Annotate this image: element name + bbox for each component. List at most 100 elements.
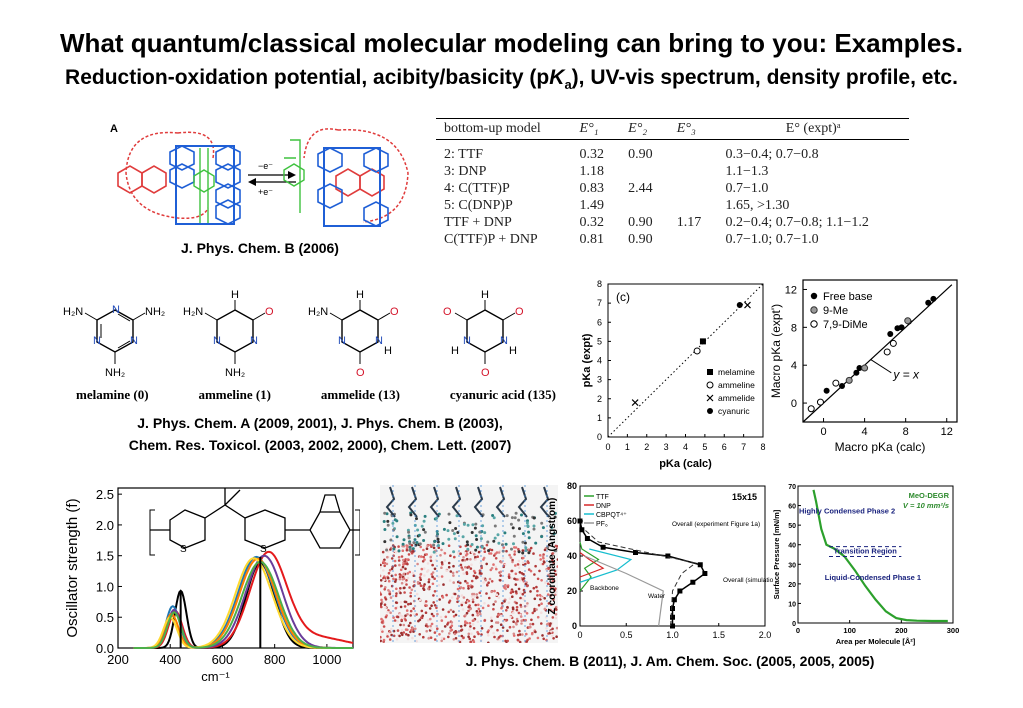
y-tick-label: 3: [597, 375, 602, 385]
y-tick-label: 2.0: [96, 518, 114, 533]
water-atom: [471, 592, 474, 596]
water-atom: [452, 574, 455, 577]
y-tick-label: 40: [567, 551, 577, 561]
subtitle-post: ), UV-vis spectrum, density profile, etc…: [571, 66, 958, 89]
water-atom: [405, 609, 409, 612]
table-cell: 2.44: [628, 181, 653, 196]
water-atom: [501, 556, 505, 560]
water-atom: [429, 617, 432, 621]
water-atom: [433, 631, 437, 634]
water-atom: [465, 572, 469, 576]
table-cell: 1.18: [579, 164, 605, 179]
water-atom: [380, 574, 382, 578]
water-atom: [437, 575, 440, 579]
water-atom: [489, 616, 493, 619]
table-cell: [669, 140, 718, 164]
monolayer-atom: [475, 545, 479, 549]
water-atom: [472, 574, 476, 578]
water-atom: [454, 637, 458, 640]
water-atom: [555, 626, 558, 630]
legend-entry: DNP: [596, 503, 611, 510]
overall-simulation-point: [577, 518, 583, 524]
water-atom: [480, 566, 483, 570]
water-atom: [466, 581, 469, 585]
compound-name: ammeline (1): [198, 387, 271, 402]
table-cell: 0.90: [628, 215, 653, 230]
water-atom: [384, 586, 387, 589]
monolayer-atom: [501, 543, 504, 547]
monolayer-atom: [420, 524, 424, 528]
x-tick-label: 0: [796, 626, 800, 635]
water-atom: [465, 552, 469, 556]
water-atom: [386, 576, 390, 580]
water-atom: [407, 602, 410, 606]
water-atom: [549, 594, 553, 597]
overall-simulation-point: [633, 550, 638, 555]
water-atom: [406, 637, 410, 641]
water-atom: [467, 605, 470, 609]
svg-text:O: O: [515, 306, 524, 318]
water-atom: [514, 583, 518, 586]
x-tick-label: 4: [862, 426, 868, 438]
water-atom: [538, 554, 542, 557]
y-tick-label: 70: [788, 484, 796, 491]
monolayer-atom: [512, 534, 516, 538]
svg-text:NH₂: NH₂: [225, 367, 245, 379]
monolayer-atom: [453, 537, 457, 541]
water-atom: [471, 623, 475, 626]
table-header: E°₃: [668, 119, 718, 140]
water-atom: [506, 585, 510, 589]
data-point: [930, 295, 937, 302]
monolayer-atom: [510, 547, 513, 551]
md-snapshot: [380, 485, 558, 643]
water-atom: [473, 635, 476, 638]
water-atom: [409, 621, 412, 625]
water-atom: [440, 639, 443, 643]
water-atom: [380, 628, 383, 631]
water-atom: [465, 557, 469, 561]
water-atom: [404, 614, 407, 617]
molecule-chain: [473, 486, 484, 518]
x-tick-label: 200: [895, 626, 908, 635]
water-atom: [380, 639, 382, 643]
x-tick-label: 1.5: [712, 630, 725, 640]
water-atom: [425, 547, 429, 550]
water-atom: [452, 564, 455, 568]
svg-text:N: N: [93, 335, 101, 347]
water-atom: [478, 571, 482, 575]
water-atom: [473, 571, 477, 575]
water-atom: [516, 633, 520, 637]
water-atom: [528, 637, 531, 640]
x-tick-label: 100: [843, 626, 856, 635]
water-atom: [474, 603, 477, 607]
svg-text:N: N: [500, 335, 508, 347]
svg-text:O: O: [443, 306, 452, 318]
water-atom: [552, 561, 555, 564]
table-header: E°₁: [571, 119, 621, 140]
molecule-chain: [385, 486, 396, 518]
table-top-rule: [436, 118, 909, 119]
data-point: [861, 364, 869, 372]
water-atom: [426, 625, 429, 628]
water-atom: [495, 593, 499, 596]
water-atom: [439, 554, 442, 557]
x-tick-label: 0: [605, 442, 610, 452]
water-atom: [407, 624, 411, 627]
water-atom: [449, 570, 453, 573]
water-atom: [525, 604, 529, 608]
water-atom: [551, 559, 554, 562]
water-atom: [410, 544, 414, 547]
compound-name: melamine (0): [76, 387, 149, 402]
water-atom: [398, 573, 402, 576]
water-atom: [436, 627, 439, 630]
water-atom: [541, 634, 544, 637]
water-atom: [551, 580, 555, 583]
monolayer-atom: [418, 542, 422, 546]
monolayer-atom: [532, 524, 536, 528]
data-point: [904, 317, 912, 325]
monolayer-atom: [525, 521, 529, 525]
svg-text:NH₂: NH₂: [145, 306, 165, 318]
water-atom: [428, 585, 431, 589]
reference-line: [607, 283, 764, 438]
water-atom: [463, 558, 467, 562]
